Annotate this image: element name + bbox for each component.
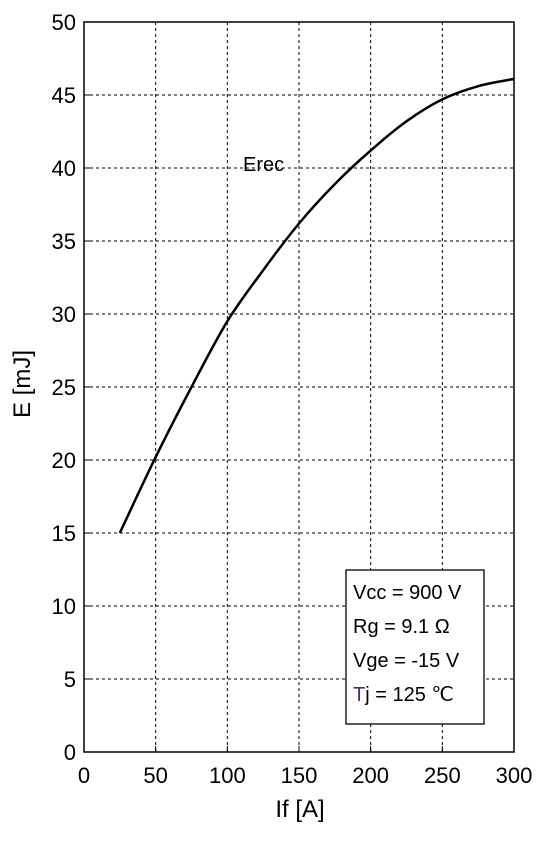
- condition-tj-prefix: T: [353, 684, 365, 706]
- x-tick-label: 50: [143, 763, 167, 788]
- y-axis-ticks: 0 5 10 15 20 25 30 35 40 45 50: [52, 10, 90, 765]
- series-line-erec: [118, 77, 515, 534]
- x-axis-label: If [A]: [275, 796, 324, 823]
- y-tick-label: 20: [52, 448, 76, 473]
- condition-tj: Tj = 125 ℃: [353, 684, 454, 706]
- y-tick-label: 25: [52, 375, 76, 400]
- y-tick-label: 45: [52, 83, 76, 108]
- x-tick-label: 150: [281, 763, 318, 788]
- y-tick-label: 35: [52, 229, 76, 254]
- y-tick-label: 15: [52, 521, 76, 546]
- conditions-frame: [345, 569, 485, 725]
- x-tick-label: 250: [424, 763, 461, 788]
- y-tick-label: 30: [52, 302, 76, 327]
- conditions-box: Vcc = 900 V Rg = 9.1 Ω Vge = -15 V Tj = …: [345, 569, 485, 725]
- y-tick-label: 0: [64, 740, 76, 765]
- series-group: [118, 77, 515, 534]
- y-tick-label: 5: [64, 667, 76, 692]
- condition-vge: Vge = -15 V: [353, 650, 460, 672]
- x-tick-label: 300: [496, 763, 533, 788]
- series-label-erec: Erec: [243, 154, 284, 176]
- y-tick-label: 50: [52, 10, 76, 35]
- condition-rg: Rg = 9.1 Ω: [353, 616, 450, 638]
- condition-tj-value: j = 125 ℃: [364, 684, 454, 706]
- y-tick-label: 40: [52, 156, 76, 181]
- x-tick-label: 0: [78, 763, 90, 788]
- y-axis-label: E [mJ]: [9, 350, 36, 418]
- condition-vcc: Vcc = 900 V: [353, 582, 462, 604]
- x-tick-label: 200: [352, 763, 389, 788]
- x-tick-label: 100: [209, 763, 246, 788]
- y-tick-label: 10: [52, 594, 76, 619]
- x-axis-ticks: 0 50 100 150 200 250 300: [78, 746, 532, 788]
